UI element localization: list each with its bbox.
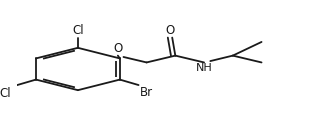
Text: Br: Br: [140, 86, 152, 99]
Text: O: O: [113, 42, 122, 55]
Text: Cl: Cl: [0, 87, 11, 100]
Text: Cl: Cl: [72, 24, 84, 37]
Text: O: O: [165, 24, 175, 37]
Text: NH: NH: [196, 63, 213, 73]
